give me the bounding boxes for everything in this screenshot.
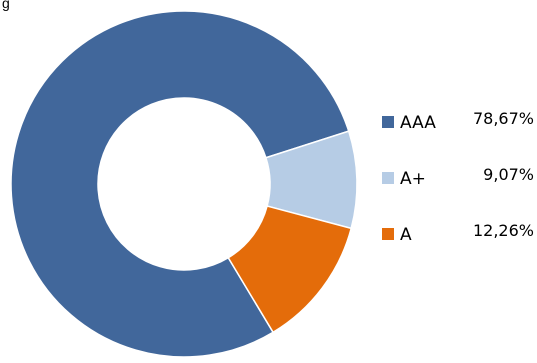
- data-label-a: 12,26%: [473, 221, 534, 240]
- slice-aaa: [10, 10, 350, 358]
- slices-group: [10, 10, 358, 358]
- slice-a: [227, 205, 353, 334]
- legend-swatch-aaa: [382, 116, 394, 128]
- legend-label-a: A: [400, 225, 412, 245]
- legend-label-a-plus: A+: [400, 169, 426, 189]
- legend-swatch-a-plus: [382, 172, 394, 184]
- corner-label: g: [2, 0, 10, 11]
- data-label-aaa: 78,67%: [473, 109, 534, 128]
- legend-label-aaa: AAA: [400, 113, 436, 133]
- legend-swatch-a: [382, 228, 394, 240]
- legend: AAA 78,67% A+ 9,07% A 12,26%: [382, 109, 534, 245]
- data-label-a-plus: 9,07%: [483, 165, 534, 184]
